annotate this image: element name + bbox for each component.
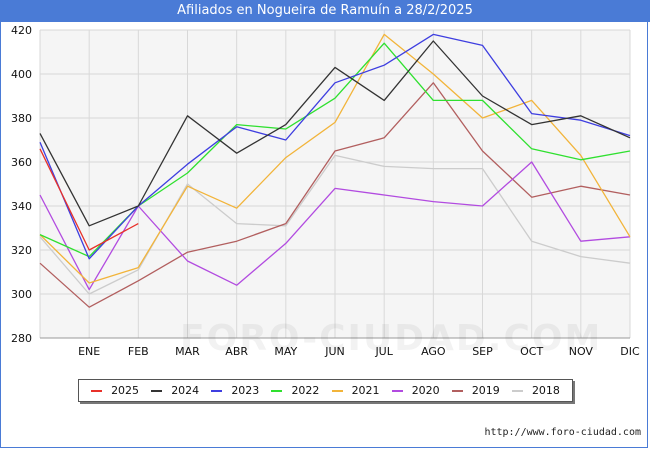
legend-item-2021: 2021 bbox=[331, 384, 380, 397]
legend-swatch bbox=[331, 389, 343, 392]
y-tick-label: 300 bbox=[11, 288, 32, 301]
legend-swatch bbox=[511, 389, 523, 392]
series-line-2025 bbox=[39, 148, 139, 251]
legend-label: 2024 bbox=[171, 384, 200, 397]
x-tick-label: JUN bbox=[324, 345, 345, 358]
source-url: http://www.foro-ciudad.com bbox=[484, 427, 641, 438]
x-tick-label: MAY bbox=[274, 345, 297, 358]
y-tick-label: 360 bbox=[11, 156, 32, 169]
y-tick-label: 400 bbox=[11, 68, 32, 81]
legend-label: 2019 bbox=[471, 384, 500, 397]
legend-item-2022: 2022 bbox=[271, 384, 319, 397]
legend-label: 2023 bbox=[231, 384, 260, 397]
legend-item-2018: 2018 bbox=[511, 384, 560, 397]
x-tick-label: DIC bbox=[620, 345, 640, 358]
legend-item-2025: 2025 bbox=[91, 384, 139, 397]
x-tick-label: NOV bbox=[569, 345, 594, 358]
legend-swatch bbox=[451, 389, 463, 392]
legend-swatch bbox=[91, 389, 103, 392]
legend-label: 2025 bbox=[111, 384, 140, 397]
legend-swatch bbox=[211, 389, 223, 392]
x-tick-label: JUL bbox=[374, 345, 393, 358]
legend-label: 2020 bbox=[411, 384, 440, 397]
y-tick-label: 320 bbox=[11, 244, 32, 257]
legend-label: 2022 bbox=[291, 384, 320, 397]
x-axis: ENE FEB MAR ABR MAY JUN JUL AGO SEP OCT NOV DIC bbox=[78, 345, 640, 358]
legend: 2025 2024 2023 2022 2021 2020 2019 2018 bbox=[78, 379, 573, 402]
legend-swatch bbox=[271, 389, 283, 392]
x-tick-label: FEB bbox=[128, 345, 149, 358]
legend-item-2020: 2020 bbox=[391, 384, 440, 397]
y-tick-label: 280 bbox=[11, 332, 32, 345]
x-tick-label: ENE bbox=[78, 345, 100, 358]
chart-title: Afiliados en Nogueira de Ramuín a 28/2/2… bbox=[0, 0, 650, 22]
legend-swatch bbox=[391, 389, 403, 392]
x-tick-label: OCT bbox=[520, 345, 543, 358]
legend-swatch bbox=[151, 389, 163, 392]
series-line-2019 bbox=[39, 82, 631, 308]
legend-item-2019: 2019 bbox=[451, 384, 500, 397]
x-tick-label: AGO bbox=[421, 345, 446, 358]
x-tick-label: ABR bbox=[225, 345, 248, 358]
series-line-2021 bbox=[39, 33, 631, 284]
legend-item-2023: 2023 bbox=[211, 384, 259, 397]
series-lines bbox=[39, 33, 631, 308]
watermark: FORO-CIUDAD.COM bbox=[180, 318, 603, 359]
y-tick-label: 380 bbox=[11, 112, 32, 125]
legend-label: 2018 bbox=[531, 384, 560, 397]
x-tick-label: MAR bbox=[175, 345, 200, 358]
x-tick-label: SEP bbox=[472, 345, 493, 358]
series-line-2024 bbox=[39, 40, 631, 227]
legend-item-2024: 2024 bbox=[151, 384, 199, 397]
legend-label: 2021 bbox=[351, 384, 380, 397]
y-tick-label: 420 bbox=[11, 24, 32, 37]
y-axis: 280 300 320 340 360 380 400 420 bbox=[11, 24, 32, 345]
series-line-2018 bbox=[39, 154, 631, 295]
y-tick-label: 340 bbox=[11, 200, 32, 213]
